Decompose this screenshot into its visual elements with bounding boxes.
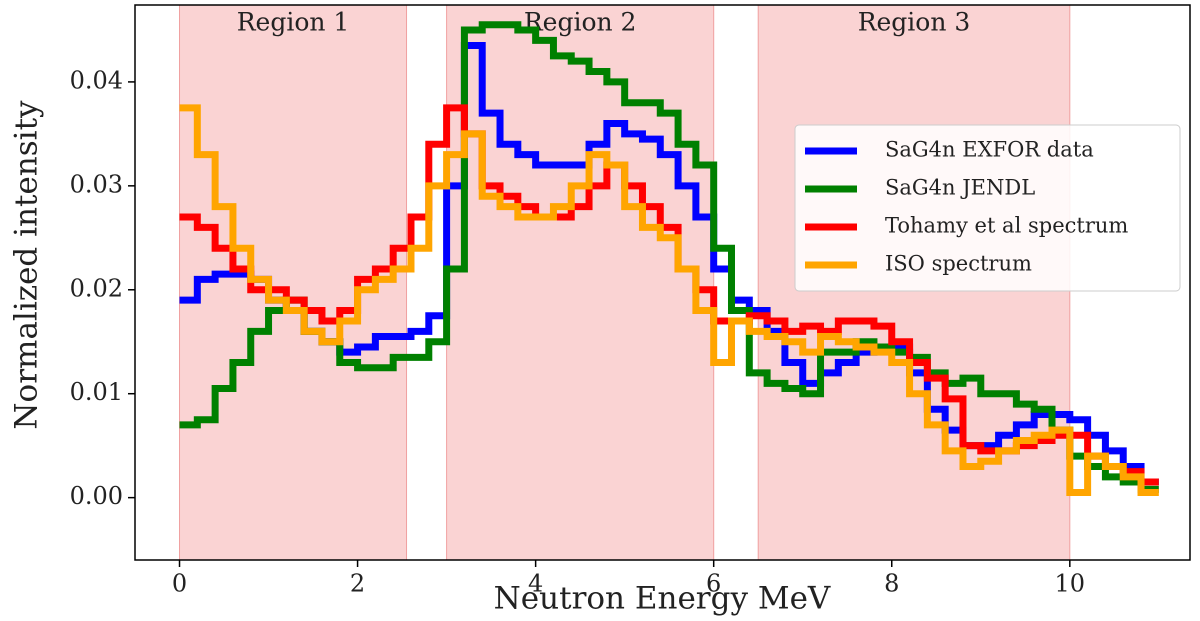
y-tick-label: 0.04 bbox=[70, 66, 123, 94]
region-band bbox=[446, 4, 715, 561]
plot-frame bbox=[134, 4, 1191, 561]
x-axis-label: Neutron Energy MeV bbox=[494, 581, 831, 617]
x-tick-label: 4 bbox=[528, 570, 543, 598]
y-axis-label: Normalized intensity bbox=[9, 100, 45, 430]
y-tick-label: 0.03 bbox=[70, 170, 123, 198]
x-tick-label: 2 bbox=[350, 570, 365, 598]
legend-text: ISO spectrum bbox=[885, 252, 1032, 276]
legend-box bbox=[794, 124, 1181, 292]
y-tick-label: 0.00 bbox=[70, 482, 123, 510]
legend-text: SaG4n JENDL bbox=[885, 176, 1035, 200]
series-line bbox=[179, 104, 1159, 486]
region-label: Region 2 bbox=[524, 8, 637, 37]
region-label: Region 3 bbox=[858, 8, 971, 37]
legend-text: SaG4n EXFOR data bbox=[885, 138, 1094, 162]
x-tick-label: 8 bbox=[884, 570, 899, 598]
x-tick-label: 10 bbox=[1055, 570, 1086, 598]
legend-text: Tohamy et al spectrum bbox=[885, 214, 1128, 238]
series-line bbox=[179, 104, 1159, 496]
y-tick-label: 0.02 bbox=[70, 274, 123, 302]
y-tick-label: 0.01 bbox=[70, 378, 123, 406]
region-label: Region 1 bbox=[237, 8, 350, 37]
x-tick-label: 0 bbox=[172, 570, 187, 598]
x-tick-label: 6 bbox=[706, 570, 721, 598]
